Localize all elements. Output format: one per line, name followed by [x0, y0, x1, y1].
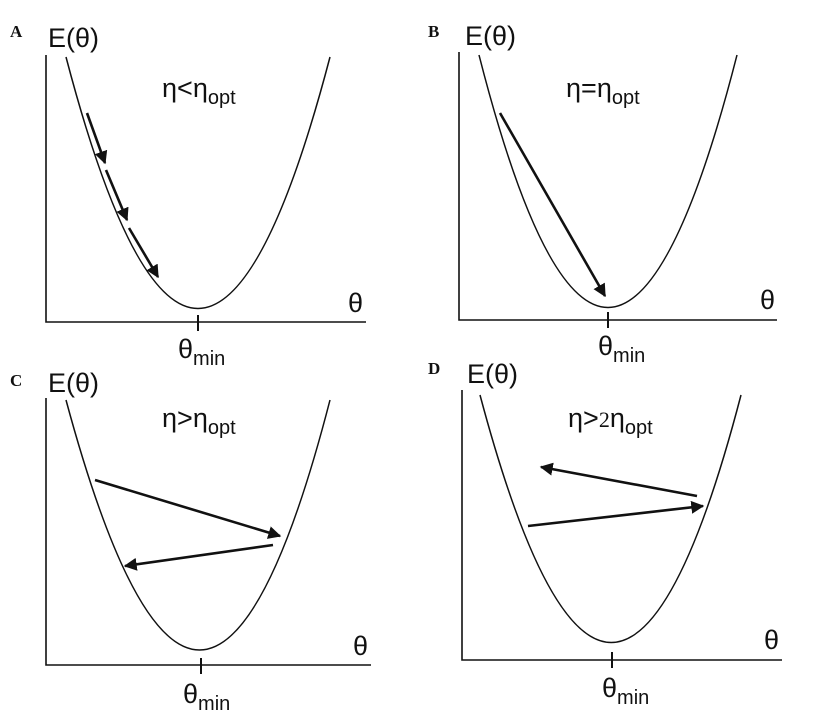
step-arrow — [85, 112, 108, 165]
min-subscript: min — [613, 345, 645, 367]
min-subscript: min — [193, 348, 225, 370]
opt-subscript: opt — [208, 417, 236, 439]
panel-d: D E(θ) θ θmin η>2ηopt — [428, 359, 782, 709]
relation-symbol: = — [581, 73, 597, 103]
eta-opt-symbol: η — [193, 403, 208, 433]
learning-rate-condition: η>ηopt — [162, 403, 236, 439]
panel-letter: A — [10, 22, 23, 41]
x-axis-label: θ — [353, 631, 368, 661]
step-arrow — [104, 169, 129, 222]
error-curve — [65, 399, 331, 651]
error-curve — [478, 54, 738, 309]
descent-steps — [498, 112, 607, 298]
error-curve — [479, 394, 742, 644]
coefficient: 2 — [599, 407, 610, 432]
theta-symbol: θ — [178, 334, 193, 364]
eta-symbol: η — [162, 403, 177, 433]
relation-symbol: < — [177, 73, 193, 103]
panel-letter: D — [428, 359, 440, 378]
eta-opt-symbol: η — [597, 73, 612, 103]
theta-symbol: θ — [602, 673, 617, 703]
theta-min-label: θmin — [602, 673, 649, 709]
learning-rate-condition: η=ηopt — [566, 73, 640, 109]
step-arrow — [527, 500, 705, 528]
min-subscript: min — [198, 693, 230, 713]
eta-symbol: η — [568, 403, 583, 433]
step-arrow — [539, 462, 698, 498]
step-arrow — [94, 478, 282, 539]
relation-symbol: > — [177, 403, 193, 433]
step-arrow — [127, 227, 160, 279]
theta-min-label: θmin — [178, 334, 225, 370]
axes — [461, 390, 782, 661]
y-axis-label: E(θ) — [48, 368, 99, 398]
x-axis-label: θ — [760, 285, 775, 315]
eta-symbol: η — [162, 73, 177, 103]
theta-min-label: θmin — [183, 679, 230, 713]
opt-subscript: opt — [612, 87, 640, 109]
theta-symbol: θ — [598, 331, 613, 361]
axes — [45, 398, 371, 666]
panel-letter: B — [428, 22, 439, 41]
learning-rate-condition: η>2ηopt — [568, 403, 653, 439]
y-axis-label: E(θ) — [465, 21, 516, 51]
eta-opt-symbol: η — [193, 73, 208, 103]
panel-letter: C — [10, 371, 22, 390]
panel-c: C E(θ) θ θmin η>ηopt — [10, 368, 371, 713]
eta-opt-symbol: η — [610, 403, 625, 433]
y-axis-label: E(θ) — [48, 23, 99, 53]
step-arrow — [123, 543, 274, 571]
min-subscript: min — [617, 687, 649, 709]
descent-steps — [85, 112, 160, 279]
opt-subscript: opt — [208, 87, 236, 109]
axes — [45, 55, 366, 323]
x-axis-label: θ — [764, 625, 779, 655]
x-axis-label: θ — [348, 288, 363, 318]
opt-subscript: opt — [625, 417, 653, 439]
descent-steps — [94, 478, 282, 571]
axes — [458, 52, 777, 321]
step-arrow — [498, 112, 607, 298]
y-axis-label: E(θ) — [467, 359, 518, 389]
theta-symbol: θ — [183, 679, 198, 709]
eta-symbol: η — [566, 73, 581, 103]
panel-b: B E(θ) θ θmin η=ηopt — [428, 21, 777, 367]
relation-symbol: > — [583, 403, 599, 433]
descent-steps — [527, 462, 705, 528]
error-curve — [65, 56, 331, 310]
panel-a: A E(θ) θ θmin η<ηopt — [10, 22, 366, 370]
learning-rate-condition: η<ηopt — [162, 73, 236, 109]
theta-min-label: θmin — [598, 331, 645, 367]
